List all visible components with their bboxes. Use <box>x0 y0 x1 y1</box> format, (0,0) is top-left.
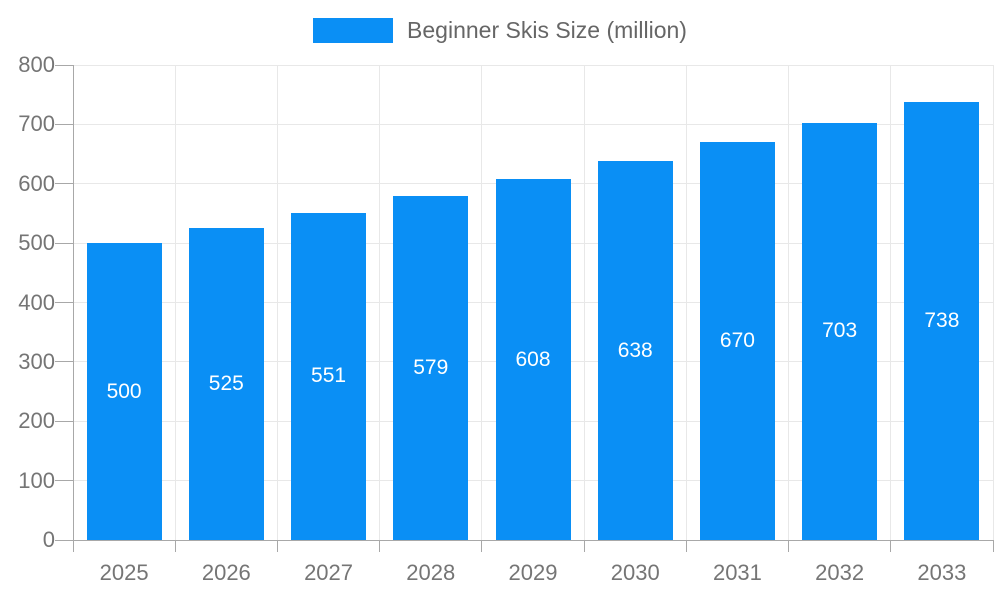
bar-2031[interactable]: 670 <box>699 142 775 540</box>
y-axis-tick <box>55 64 73 66</box>
x-axis-tick <box>276 540 278 552</box>
y-axis-label: 600 <box>18 170 55 196</box>
y-axis-tick <box>55 302 73 303</box>
x-axis-tick <box>379 540 381 552</box>
gridline-vertical <box>890 65 892 540</box>
y-axis-tick <box>55 242 73 244</box>
x-axis-label: 2029 <box>508 560 558 585</box>
y-axis-label: 800 <box>18 52 55 77</box>
x-axis-tick <box>890 540 892 552</box>
gridline-vertical <box>276 65 278 540</box>
y-axis-label: 400 <box>18 289 55 315</box>
x-axis-label: 2033 <box>917 560 967 585</box>
y-axis-tick <box>55 420 73 422</box>
bar-2033[interactable]: 738 <box>904 101 980 540</box>
bar-2032[interactable]: 703 <box>802 122 878 540</box>
x-axis-label: 2031 <box>712 560 762 585</box>
plot-area: 500 525 551 579 608 638 670 703 738 <box>55 64 994 552</box>
bar-value-label: 525 <box>208 372 244 396</box>
gridline-vertical <box>788 65 790 540</box>
bar-value-label: 670 <box>719 329 755 353</box>
y-axis-tick <box>55 123 73 125</box>
x-axis-label: 2027 <box>304 560 354 585</box>
gridline-vertical <box>481 65 483 540</box>
bar-2027[interactable]: 551 <box>291 212 367 540</box>
x-axis-label: 2032 <box>815 560 865 585</box>
legend-swatch-icon <box>313 18 394 43</box>
x-axis-tick <box>583 540 585 552</box>
bar-2029[interactable]: 608 <box>495 179 571 540</box>
chart-legend: Beginner Skis Size (million) <box>0 17 1000 44</box>
x-axis-tick <box>685 540 687 552</box>
legend-label: Beginner Skis Size (million) <box>407 17 687 43</box>
gridline-vertical <box>379 65 381 540</box>
gridline-vertical <box>992 65 994 540</box>
bar-value-label: 500 <box>106 379 142 403</box>
y-axis-label: 100 <box>18 467 55 493</box>
bar-value-label: 551 <box>311 364 347 388</box>
x-axis-tick <box>992 540 994 552</box>
x-axis-tick <box>788 540 790 552</box>
x-axis-line <box>55 539 993 541</box>
y-axis-label: 200 <box>18 408 55 434</box>
y-axis-tick <box>55 183 73 185</box>
x-axis-tick <box>481 540 483 552</box>
bar-2025[interactable]: 500 <box>86 243 162 540</box>
y-axis-label: 500 <box>18 230 55 256</box>
y-axis-line <box>72 65 74 552</box>
y-axis-tick <box>55 361 73 363</box>
x-axis-label: 2025 <box>99 560 149 585</box>
bar-value-label: 579 <box>413 356 449 380</box>
y-axis-label: 0 <box>42 527 55 552</box>
legend-item[interactable]: Beginner Skis Size (million) <box>313 17 687 44</box>
bar-2026[interactable]: 525 <box>188 228 264 540</box>
y-axis-tick <box>55 480 73 482</box>
y-axis-label: 700 <box>18 111 55 137</box>
bar-value-label: 608 <box>515 347 551 371</box>
gridline-vertical <box>174 65 176 540</box>
y-axis-label: 300 <box>18 348 55 374</box>
bar-value-label: 703 <box>822 319 858 343</box>
x-axis-label: 2026 <box>201 560 251 585</box>
x-axis-label: 2028 <box>406 560 456 585</box>
bar-value-label: 638 <box>617 338 653 362</box>
gridline-vertical <box>685 65 687 540</box>
gridline-vertical <box>583 65 585 540</box>
bar-2030[interactable]: 638 <box>597 161 673 540</box>
gridline-horizontal <box>73 123 993 125</box>
x-axis-label: 2030 <box>610 560 660 585</box>
gridline-horizontal <box>73 64 993 66</box>
bar-value-label: 738 <box>924 308 960 332</box>
bar-2028[interactable]: 579 <box>393 196 469 540</box>
x-axis-tick <box>174 540 176 552</box>
